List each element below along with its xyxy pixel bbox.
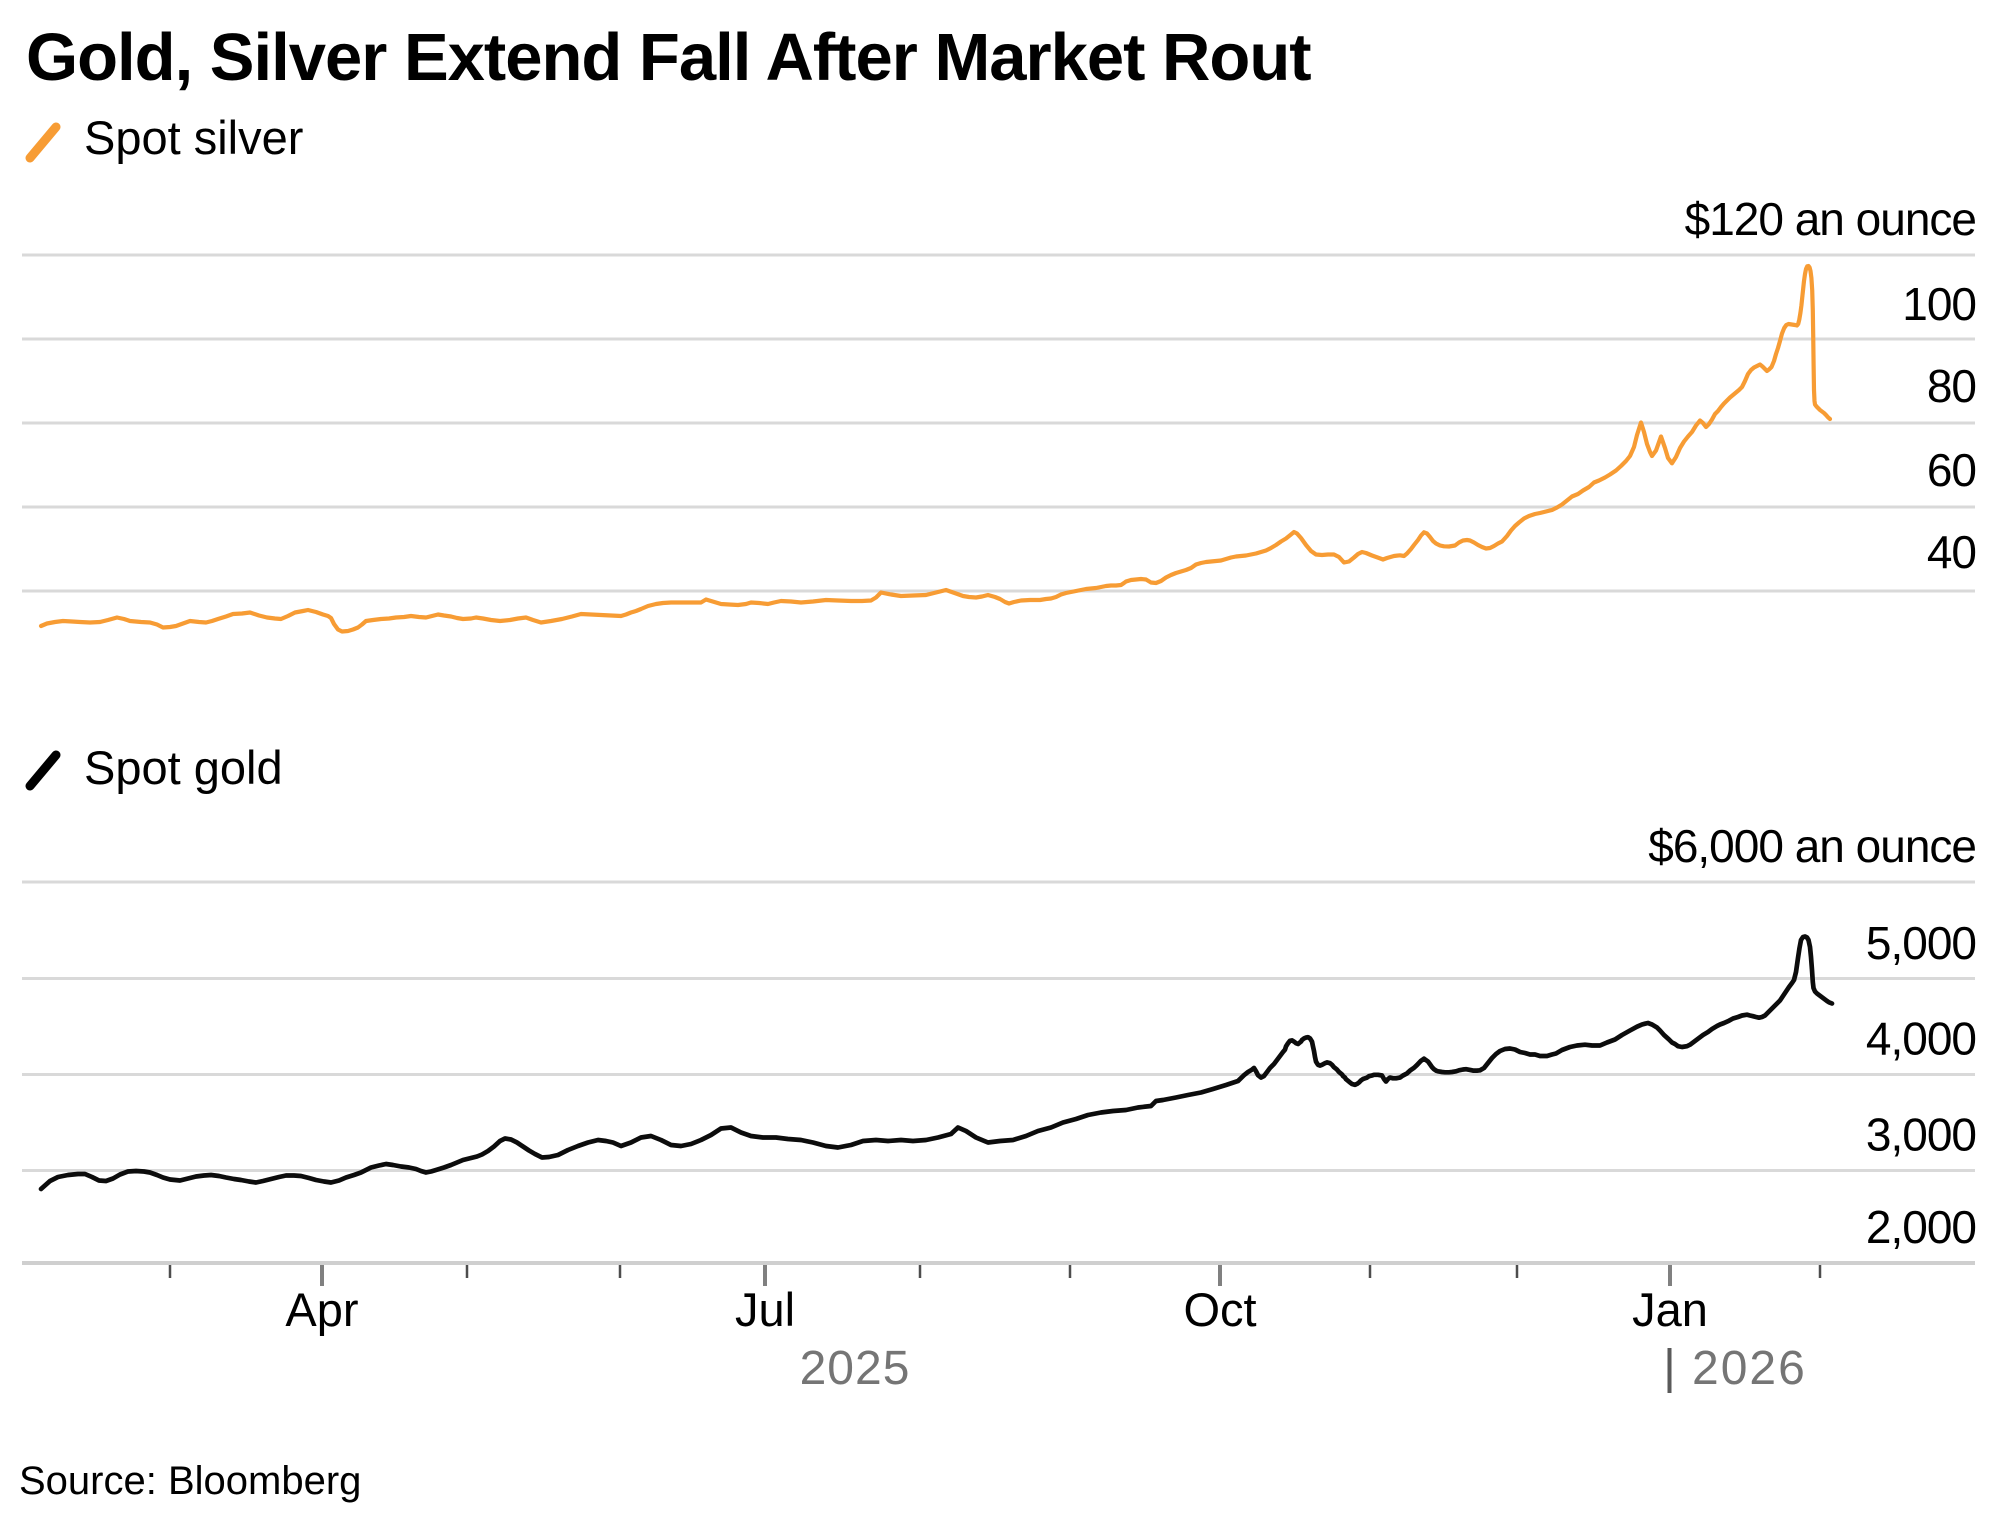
svg-text:3,000: 3,000 (1866, 1109, 1976, 1161)
svg-text:Spot silver: Spot silver (84, 111, 303, 164)
svg-text:60: 60 (1927, 444, 1976, 496)
svg-text:2026: 2026 (1692, 1342, 1807, 1395)
svg-text:5,000: 5,000 (1866, 917, 1976, 969)
svg-text:Gold, Silver Extend Fall After: Gold, Silver Extend Fall After Market Ro… (26, 20, 1311, 95)
svg-text:Oct: Oct (1183, 1283, 1256, 1336)
svg-text:Spot gold: Spot gold (84, 741, 283, 794)
svg-text:40: 40 (1927, 526, 1976, 578)
svg-text:$120 an ounce: $120 an ounce (1685, 193, 1976, 245)
svg-text:100: 100 (1902, 278, 1976, 330)
svg-text:80: 80 (1927, 360, 1976, 412)
svg-text:Jul: Jul (735, 1283, 795, 1336)
svg-text:Jan: Jan (1632, 1283, 1708, 1336)
svg-text:2,000: 2,000 (1866, 1201, 1976, 1253)
svg-text:Apr: Apr (285, 1283, 358, 1336)
svg-text:Source: Bloomberg: Source: Bloomberg (19, 1459, 361, 1503)
svg-text:4,000: 4,000 (1866, 1013, 1976, 1065)
svg-text:2025: 2025 (800, 1342, 911, 1395)
svg-text:$6,000 an ounce: $6,000 an ounce (1648, 820, 1976, 872)
